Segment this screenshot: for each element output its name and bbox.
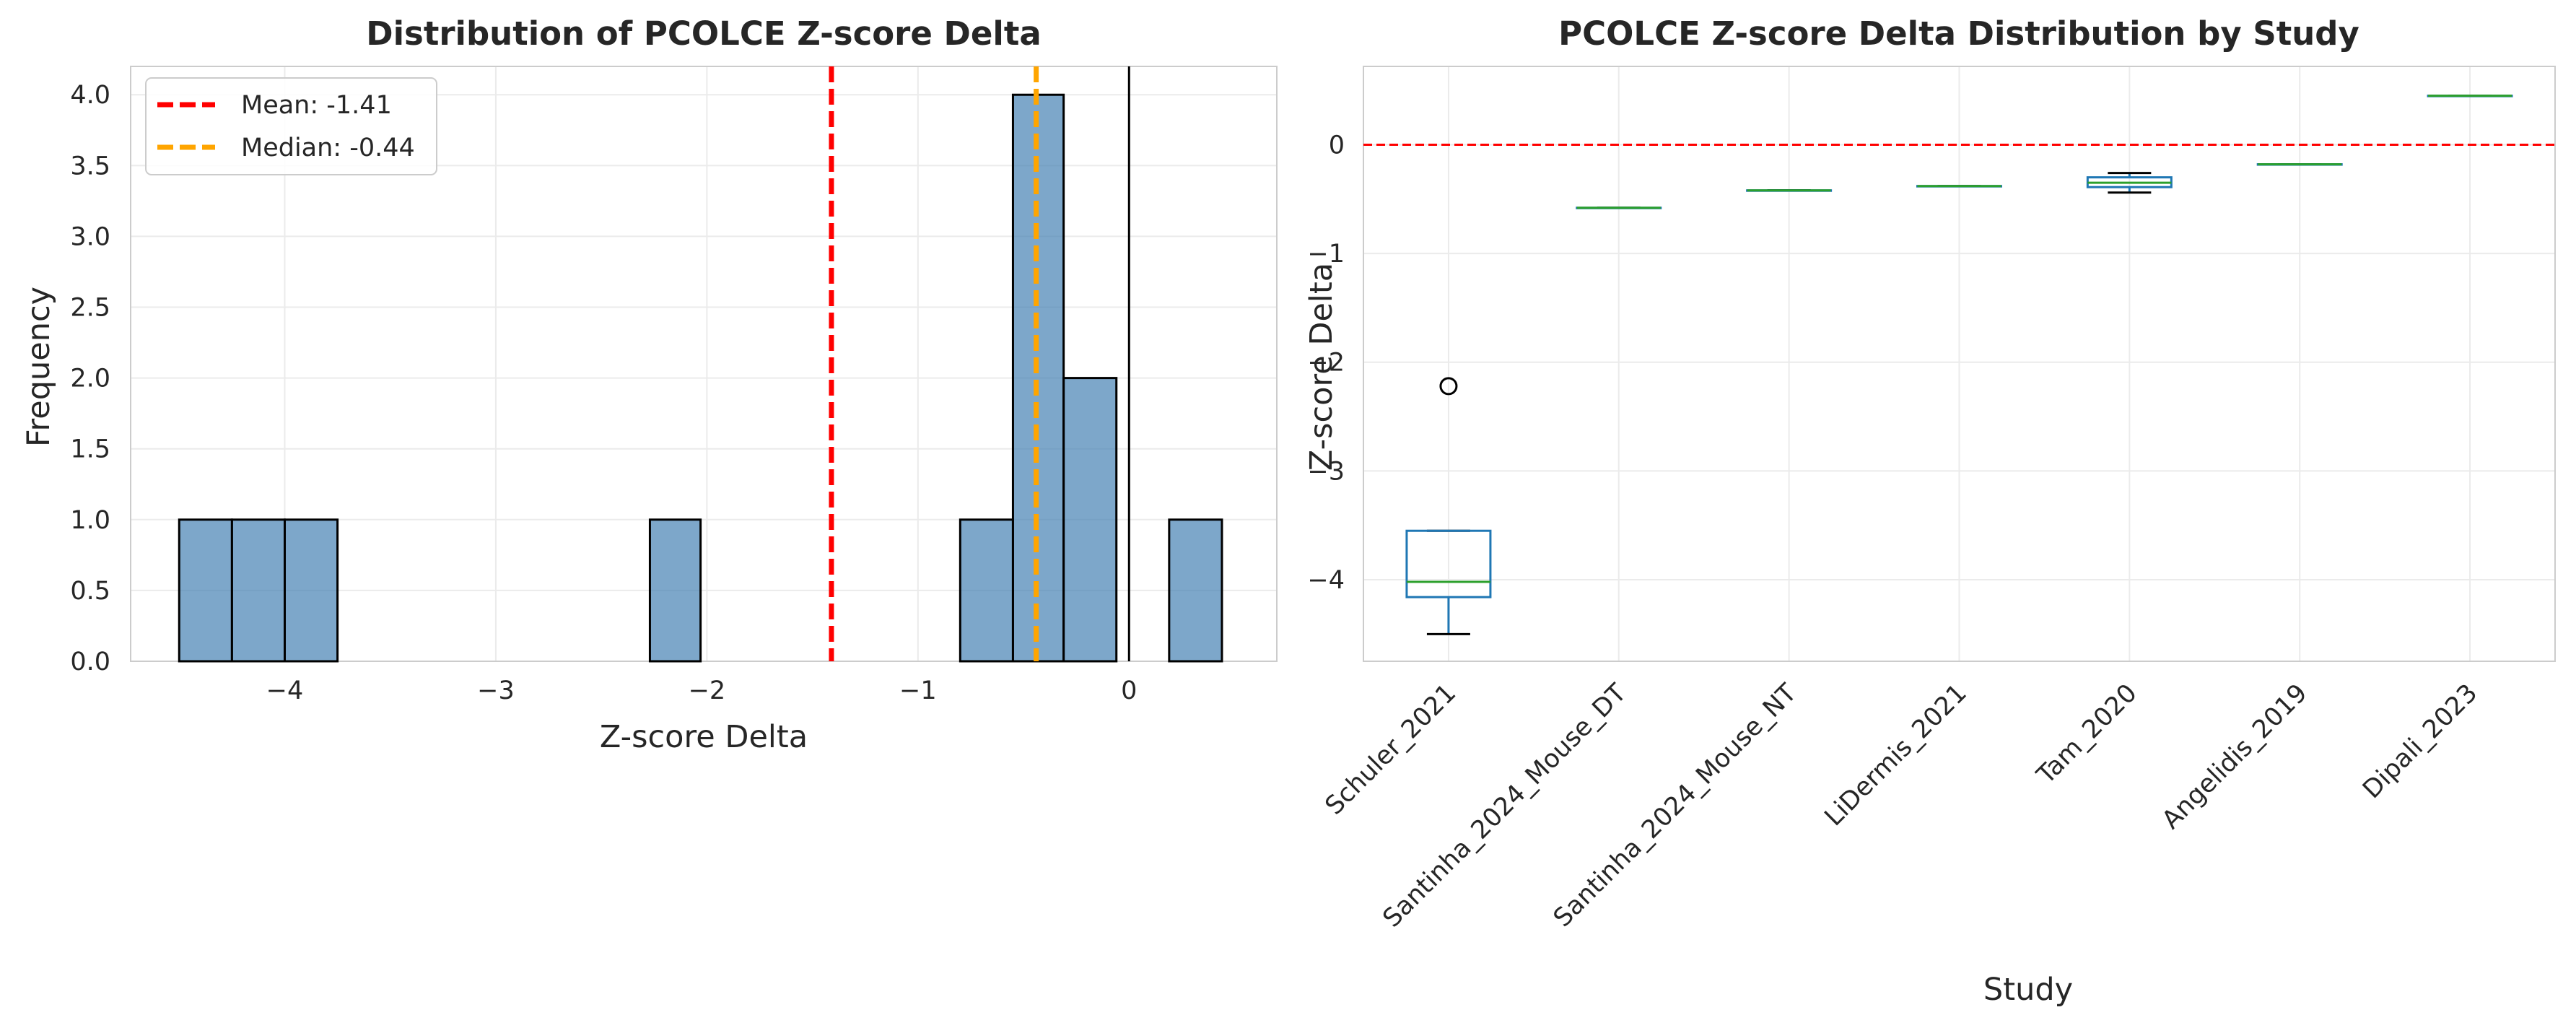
histogram-y-ticks: 0.0 0.5 1.0 1.5 2.0 2.5 3.0 3.5 4.0 (70, 81, 110, 676)
boxplot-title: PCOLCE Z-score Delta Distribution by Stu… (1558, 14, 2359, 53)
boxplot-x-axis-label: Study (1983, 972, 2073, 1008)
boxplot-tam_2020 (2086, 172, 2173, 194)
legend-median-label: Median: -0.44 (241, 134, 415, 162)
y-tick-label: 2.5 (70, 294, 110, 323)
histogram-bar (959, 518, 1014, 663)
histogram-bar (178, 518, 233, 663)
x-tick-label: −4 (266, 676, 304, 705)
y-tick-label: −2 (1307, 349, 1345, 378)
histogram-legend: Mean: -1.41 Median: -0.44 (145, 77, 437, 175)
boxplot-lidermis_2021 (1916, 185, 2002, 188)
x-tick-label: −1 (899, 676, 937, 705)
y-tick-label: 0.0 (70, 648, 110, 676)
y-tick-label: 0.5 (70, 577, 110, 606)
histogram-x-axis-label: Z-score Delta (600, 719, 808, 755)
histogram-reference-lines (829, 66, 1130, 661)
histogram-bar (648, 518, 702, 663)
outlier-point (1439, 377, 1458, 396)
boxplot-boxes (1405, 95, 2513, 635)
y-tick-label: 2.0 (70, 365, 110, 393)
y-tick-label: 4.0 (70, 81, 110, 110)
histogram-bar (1168, 518, 1223, 663)
box (1405, 529, 1492, 598)
boxplot-plot-area (1363, 66, 2556, 662)
boxplot-y-ticks: 0 −1 −2 −3 −4 (1307, 131, 1345, 595)
legend-frame (145, 77, 437, 175)
boxplot-schuler_2021 (1405, 377, 1492, 635)
histogram-x-ticks: −4 −3 −2 −1 0 (266, 676, 1138, 705)
legend-mean-label: Mean: -1.41 (241, 91, 392, 120)
y-tick-label: 0 (1329, 131, 1345, 160)
histogram-bar (283, 518, 339, 663)
x-tick-label: −2 (689, 676, 726, 705)
histogram-panel: −4 −3 −2 −1 0 0.0 0.5 1.0 1.5 2.0 2.5 3.0 3.5 4.0 Di… (21, 14, 1278, 755)
y-tick-label: −1 (1307, 240, 1345, 269)
x-tick-label: 0 (1121, 676, 1137, 705)
histogram-plot-area (130, 66, 1278, 662)
histogram-bar (230, 518, 286, 663)
y-tick-label: −3 (1307, 457, 1345, 486)
y-tick-label: 3.5 (70, 152, 110, 180)
y-tick-label: 1.0 (70, 506, 110, 535)
y-tick-label: 3.0 (70, 222, 110, 251)
x-tick-label: −3 (477, 676, 515, 705)
boxplot-santinha_2024_mouse_dt (1576, 206, 1662, 209)
boxplot-dipali_2023 (2427, 95, 2513, 97)
histogram-bar (1062, 377, 1118, 663)
y-tick-label: 1.5 (70, 435, 110, 464)
histogram-y-axis-label: Frequency (21, 287, 57, 447)
boxplot-y-axis-label: Z-score Delta (1304, 263, 1340, 471)
y-tick-label: −4 (1307, 566, 1345, 595)
histogram-title: Distribution of PCOLCE Z-score Delta (366, 14, 1041, 53)
